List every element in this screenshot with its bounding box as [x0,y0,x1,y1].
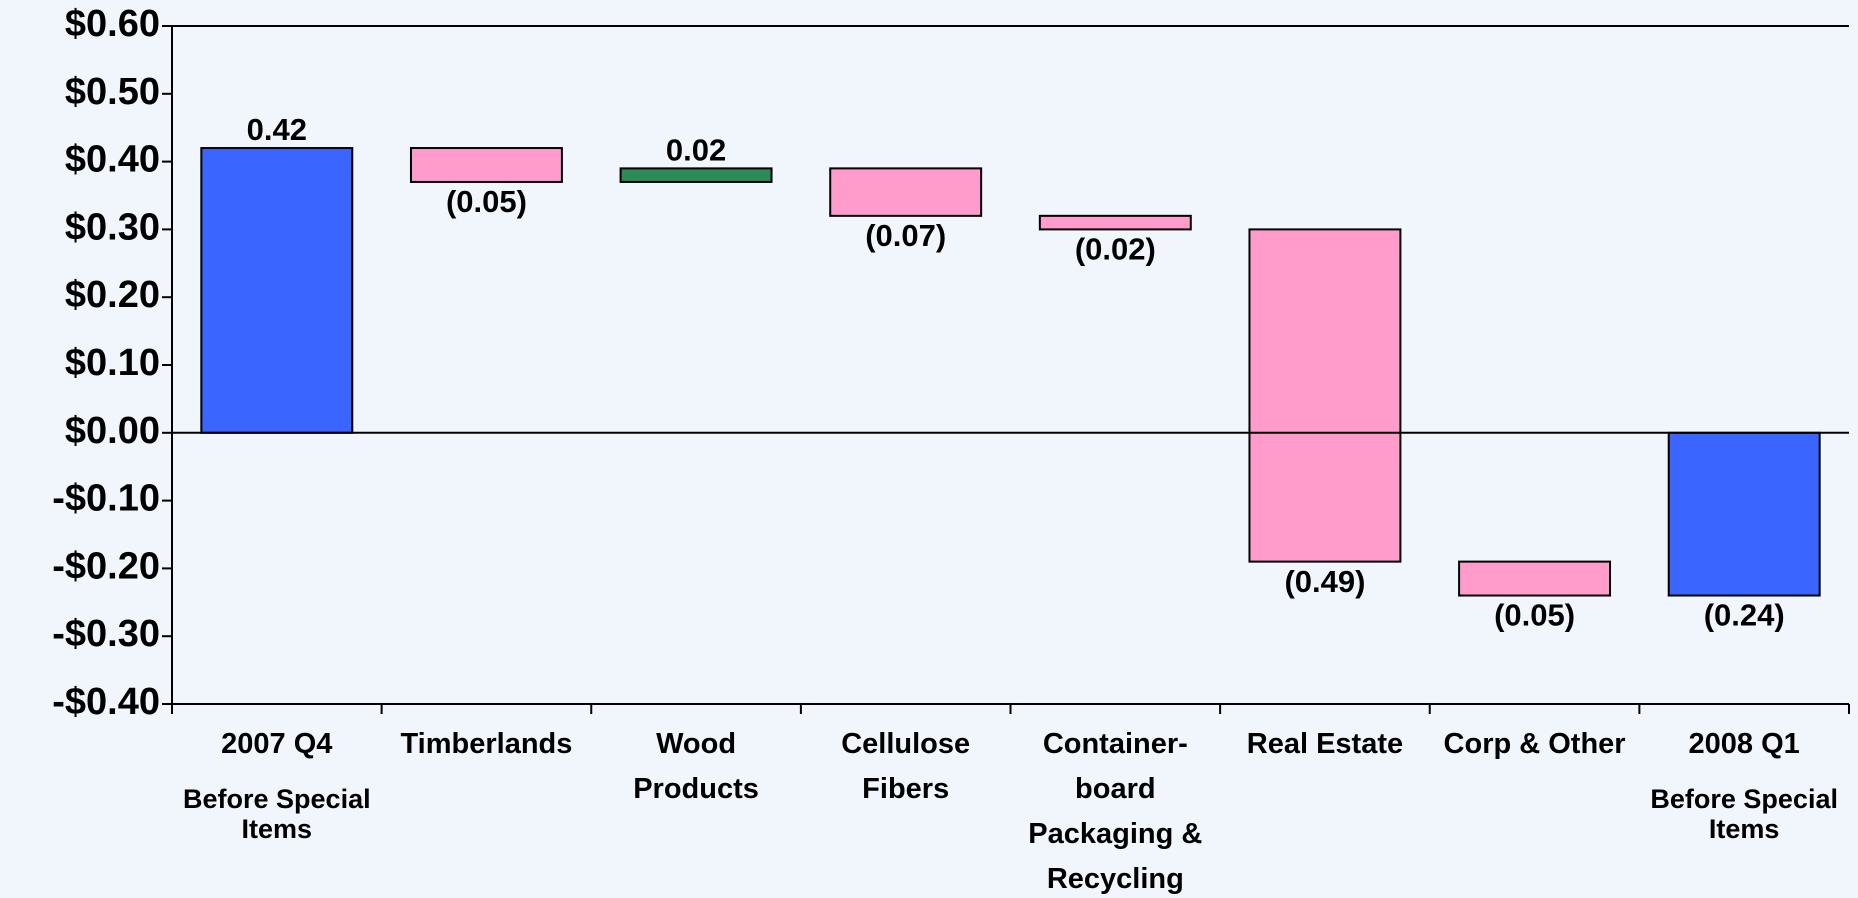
x-tick-label: Cellulose Fibers [841,728,970,805]
y-tick-label: -$0.30 [52,613,160,655]
y-tick-label: -$0.20 [52,545,160,587]
x-tick-note: Before Special Items [183,784,371,844]
y-tick-label: $0.40 [65,139,160,181]
y-tick-label: $0.10 [65,342,160,384]
bar [1667,431,1821,597]
y-tick-label: $0.30 [65,206,160,248]
bar [1248,228,1402,563]
bar [200,147,354,434]
data-label: (0.05) [1494,598,1575,633]
x-tick-note: Before Special Items [1650,784,1838,844]
data-label: (0.24) [1704,598,1785,633]
x-tick-label: 2008 Q1 [1689,728,1800,760]
data-label: 0.42 [247,112,307,147]
data-label: (0.49) [1284,564,1365,599]
y-tick-label: $0.00 [65,410,160,452]
y-tick-label: $0.20 [65,274,160,316]
x-tick-label: Timberlands [400,728,572,760]
bar [1038,214,1192,231]
x-tick-label: 2007 Q4 [221,728,332,760]
bar [829,167,983,217]
y-tick-label: $0.60 [65,3,160,45]
x-tick-label: Corp & Other [1444,728,1626,760]
bar [409,147,563,183]
data-label: (0.05) [446,184,527,219]
x-tick-label: Wood Products [633,728,759,805]
y-tick-label: $0.50 [65,71,160,113]
x-tick-label: Container-board Packaging & Recycling [1028,728,1202,895]
bar [1458,560,1612,597]
data-label: (0.02) [1075,232,1156,267]
y-tick-label: -$0.10 [52,478,160,520]
bar [619,167,773,183]
data-label: (0.07) [865,218,946,253]
y-tick-label: -$0.40 [52,681,160,723]
x-tick-label: Real Estate [1247,728,1403,760]
data-label: 0.02 [666,133,726,168]
